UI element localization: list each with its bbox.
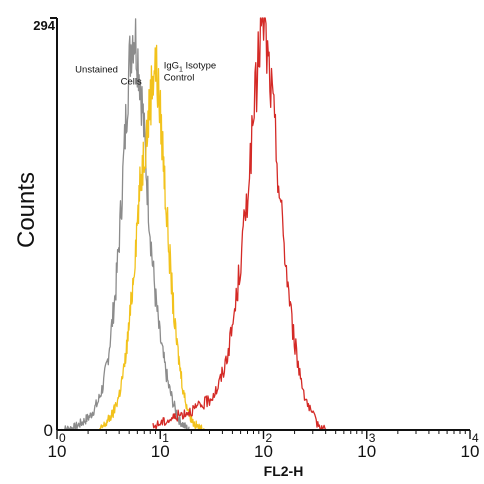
y-axis-title: Counts bbox=[13, 172, 40, 248]
annotation-isotype-igg: IgG bbox=[164, 60, 179, 71]
annotation-unstained-line1: Unstained bbox=[75, 65, 118, 76]
y-tick-label-max: 294 bbox=[33, 18, 55, 33]
histogram-series-0 bbox=[60, 18, 190, 431]
histogram-series-2 bbox=[152, 17, 327, 431]
x-tick-label: 10 bbox=[254, 442, 273, 461]
x-tick-exponent: 1 bbox=[162, 431, 169, 445]
x-tick-label: 10 bbox=[357, 442, 376, 461]
x-tick-exponent: 3 bbox=[369, 431, 376, 445]
x-tick-label: 10 bbox=[48, 442, 67, 461]
y-tick-label-min: 0 bbox=[44, 421, 53, 440]
x-tick-exponent: 0 bbox=[59, 431, 66, 445]
annotation-unstained-cells: Unstained Cells bbox=[75, 65, 142, 88]
x-tick-exponent: 2 bbox=[266, 431, 273, 445]
annotation-isotype-word: Isotype bbox=[183, 60, 216, 71]
annotation-unstained-line2: Cells bbox=[121, 77, 142, 88]
x-tick-label: 10 bbox=[461, 442, 480, 461]
series-layer bbox=[60, 17, 327, 431]
annotation-isotype-line2: Control bbox=[164, 72, 195, 83]
histogram-series-1 bbox=[99, 44, 205, 431]
annotation-isotype-subscript: 1 bbox=[179, 66, 183, 73]
x-tick-exponent: 4 bbox=[472, 431, 479, 445]
x-axis-title: FL2-H bbox=[264, 463, 304, 479]
annotation-isotype-control: IgG1 Isotype Control bbox=[164, 60, 219, 83]
x-tick-label: 10 bbox=[151, 442, 170, 461]
annotation-layer: Unstained Cells IgG1 Isotype Control bbox=[75, 60, 219, 88]
